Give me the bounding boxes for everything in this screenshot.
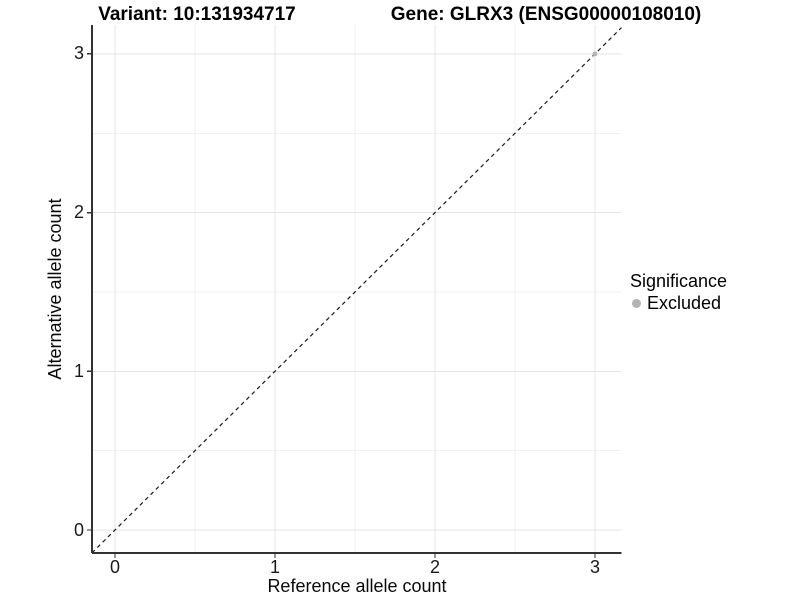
legend-title: Significance xyxy=(630,271,728,291)
x-tick-label: 2 xyxy=(429,557,440,577)
y-tick-label: 2 xyxy=(73,202,84,223)
legend-entry-label: Excluded xyxy=(647,293,722,313)
x-tick-label: 1 xyxy=(269,557,280,577)
x-axis-title: Reference allele count xyxy=(267,576,447,596)
x-tick-label: 3 xyxy=(589,557,600,577)
y-tick-label: 0 xyxy=(73,519,84,540)
y-axis-title: Alternative allele count xyxy=(45,198,65,380)
y-tick-label: 1 xyxy=(73,360,84,381)
x-tick-label: 0 xyxy=(109,557,120,577)
legend-point-icon xyxy=(632,299,641,308)
y-tick-label: 3 xyxy=(73,43,84,64)
gene-title: Gene: GLRX3 (ENSG00000108010) xyxy=(390,4,702,25)
legend-entry-excluded: Excluded xyxy=(630,293,727,314)
data-point-excluded xyxy=(592,51,598,57)
legend: Significance Excluded xyxy=(630,271,727,314)
variant-title: Variant: 10:131934717 xyxy=(98,4,296,25)
